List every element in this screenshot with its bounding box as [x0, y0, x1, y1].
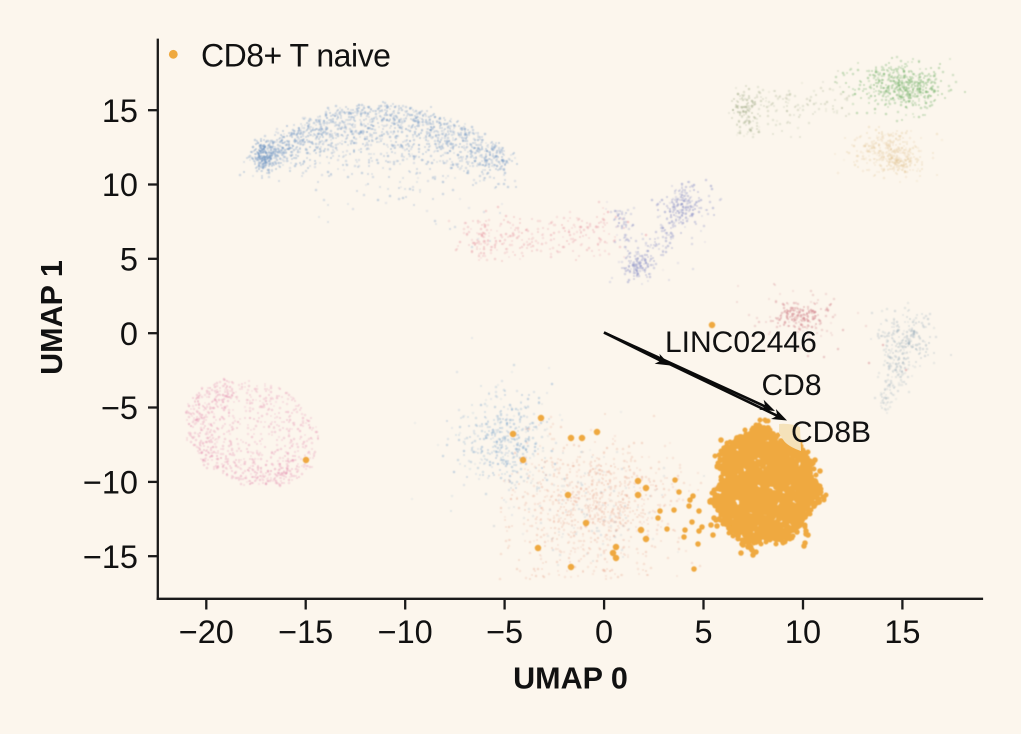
svg-text:−15: −15	[278, 614, 333, 650]
svg-text:10: 10	[102, 167, 138, 203]
svg-text:UMAP 1: UMAP 1	[35, 260, 69, 375]
svg-text:CD8: CD8	[762, 369, 822, 402]
svg-text:−15: −15	[83, 539, 138, 575]
svg-text:15: 15	[102, 93, 138, 129]
svg-text:10: 10	[785, 614, 821, 650]
svg-text:CD8B: CD8B	[791, 416, 871, 449]
svg-text:CD8+ T naive: CD8+ T naive	[201, 38, 390, 74]
svg-text:−10: −10	[83, 465, 138, 501]
svg-text:−5: −5	[486, 614, 523, 650]
svg-text:15: 15	[884, 614, 920, 650]
svg-text:0: 0	[595, 614, 613, 650]
svg-text:UMAP 0: UMAP 0	[513, 662, 628, 696]
svg-text:−10: −10	[378, 614, 433, 650]
svg-text:−20: −20	[179, 614, 234, 650]
svg-text:5: 5	[694, 614, 712, 650]
svg-text:0: 0	[120, 316, 138, 352]
svg-text:5: 5	[120, 241, 138, 277]
svg-text:LINC02446: LINC02446	[665, 326, 817, 359]
svg-text:−5: −5	[101, 390, 138, 426]
